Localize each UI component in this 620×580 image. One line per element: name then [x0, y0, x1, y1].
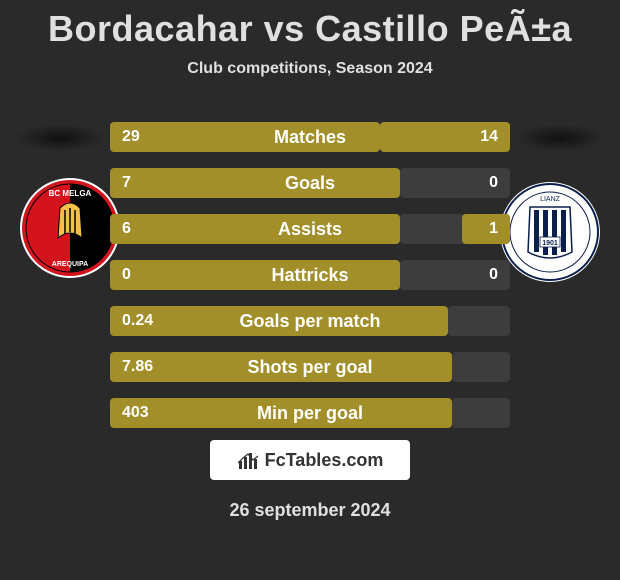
svg-text:BC MELGA: BC MELGA	[49, 189, 92, 198]
chart-icon	[237, 449, 259, 471]
stat-row: 29 14Matches	[110, 122, 510, 152]
stat-value-left: 6	[122, 214, 131, 244]
stat-row: 403Min per goal	[110, 398, 510, 428]
stat-value-right: 0	[489, 168, 498, 198]
stat-value-left: 0.24	[122, 306, 153, 336]
stat-label: Min per goal	[110, 398, 510, 428]
stats-container: 2914Matches70Goals61Assists00Hattricks0.…	[110, 122, 510, 444]
melgar-logo-icon: BC MELGA AREQUIPA	[20, 178, 120, 278]
stat-value-right: 1	[489, 214, 498, 244]
stat-row: 7 0Goals	[110, 168, 510, 198]
alianza-logo-icon: 1901 LIANZ	[500, 182, 600, 282]
stat-label: Goals per match	[110, 306, 510, 336]
page-title: Bordacahar vs Castillo PeÃ±a	[0, 0, 620, 50]
stat-row: 6 1Assists	[110, 214, 510, 244]
stat-value-left: 7.86	[122, 352, 153, 382]
svg-text:AREQUIPA: AREQUIPA	[52, 261, 88, 268]
stat-value-left: 7	[122, 168, 131, 198]
date: 26 september 2024	[0, 500, 620, 521]
stat-value-right: 0	[489, 260, 498, 290]
svg-text:LIANZ: LIANZ	[540, 196, 561, 203]
stat-label: Matches	[110, 122, 510, 152]
watermark-text: FcTables.com	[265, 450, 384, 471]
stat-row: 0 0Hattricks	[110, 260, 510, 290]
logo-shadow-right	[515, 124, 605, 152]
watermark: FcTables.com	[210, 440, 410, 480]
stat-row: 7.86Shots per goal	[110, 352, 510, 382]
stat-value-left: 29	[122, 122, 140, 152]
stat-label: Shots per goal	[110, 352, 510, 382]
subtitle: Club competitions, Season 2024	[0, 60, 620, 78]
stat-value-left: 403	[122, 398, 149, 428]
stat-label: Assists	[110, 214, 510, 244]
svg-text:1901: 1901	[542, 240, 558, 247]
stat-value-left: 0	[122, 260, 131, 290]
stat-row: 0.24Goals per match	[110, 306, 510, 336]
team-logo-right: 1901 LIANZ	[500, 182, 600, 282]
team-logo-left: BC MELGA AREQUIPA	[20, 178, 120, 278]
stat-label: Goals	[110, 168, 510, 198]
logo-shadow-left	[15, 124, 105, 152]
stat-label: Hattricks	[110, 260, 510, 290]
stat-value-right: 14	[480, 122, 498, 152]
